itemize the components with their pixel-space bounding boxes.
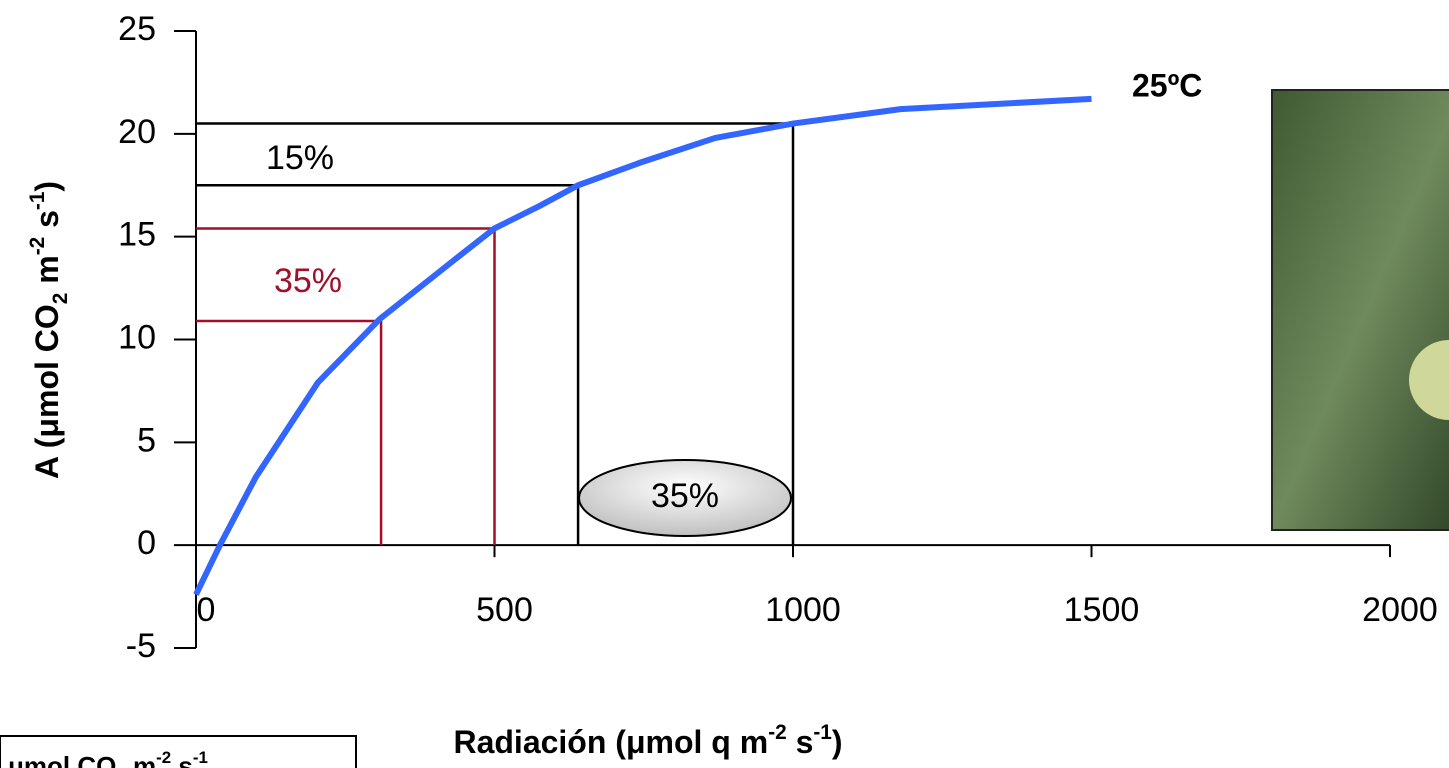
unit-box-text-part: 2 bbox=[116, 767, 125, 768]
x-axis-title: Radiación (μmol q m-2 s-1) bbox=[453, 721, 842, 760]
y-axis-title-part: s bbox=[29, 210, 65, 237]
y-tick-label: 15 bbox=[118, 216, 156, 254]
y-tick-label: 20 bbox=[118, 113, 156, 151]
annotation: 35% bbox=[651, 477, 719, 515]
photo bbox=[1271, 89, 1449, 531]
unit-box-text-part: s bbox=[171, 751, 193, 768]
unit-box-text-part: μmol CO bbox=[8, 751, 116, 768]
y-axis-title-part: m bbox=[29, 255, 65, 292]
unit-box-text-part: m bbox=[126, 751, 156, 768]
x-axis-title-part: s bbox=[787, 724, 814, 760]
unit-box-text-part: -2 bbox=[156, 748, 171, 767]
x-tick-label: 0 bbox=[197, 591, 216, 629]
x-tick-label: 1000 bbox=[765, 591, 841, 629]
y-tick-label: 0 bbox=[137, 524, 156, 562]
x-axis-title-part: Radiación (μmol q m bbox=[453, 724, 768, 760]
unit-box-text-part: -1 bbox=[193, 748, 208, 767]
y-axis-title-part: A (μmol CO bbox=[29, 304, 65, 479]
x-tick-label: 500 bbox=[476, 591, 533, 629]
y-tick-label: 10 bbox=[118, 318, 156, 356]
x-tick-label: 1500 bbox=[1064, 591, 1140, 629]
y-axis-title: A (μmol CO2 m-2 s-1) bbox=[26, 181, 72, 479]
legend-label: 25ºC bbox=[1132, 67, 1202, 103]
annotation-ellipse bbox=[578, 459, 792, 537]
y-axis-title-part: ) bbox=[29, 181, 65, 192]
annotation: 15% bbox=[266, 139, 334, 177]
y-axis-title-part: 2 bbox=[49, 293, 72, 305]
x-axis-title-part: -1 bbox=[813, 721, 832, 744]
x-tick-label: 2000 bbox=[1362, 591, 1438, 629]
x-axis-title-part: ) bbox=[832, 724, 843, 760]
y-tick-label: -5 bbox=[126, 627, 156, 665]
x-axis-title-part: -2 bbox=[768, 721, 787, 744]
y-axis-title-part: -2 bbox=[26, 237, 49, 256]
annotation: 35% bbox=[274, 262, 342, 300]
y-axis-title-part: -1 bbox=[26, 192, 49, 211]
y-tick-label: 5 bbox=[137, 421, 156, 459]
line bbox=[193, 95, 1092, 596]
y-tick-label: 25 bbox=[118, 10, 156, 48]
unit-box-text: μmol CO2 m-2 s-1 bbox=[8, 748, 208, 768]
photo-fruit bbox=[1409, 340, 1449, 420]
unit-box bbox=[0, 735, 357, 768]
